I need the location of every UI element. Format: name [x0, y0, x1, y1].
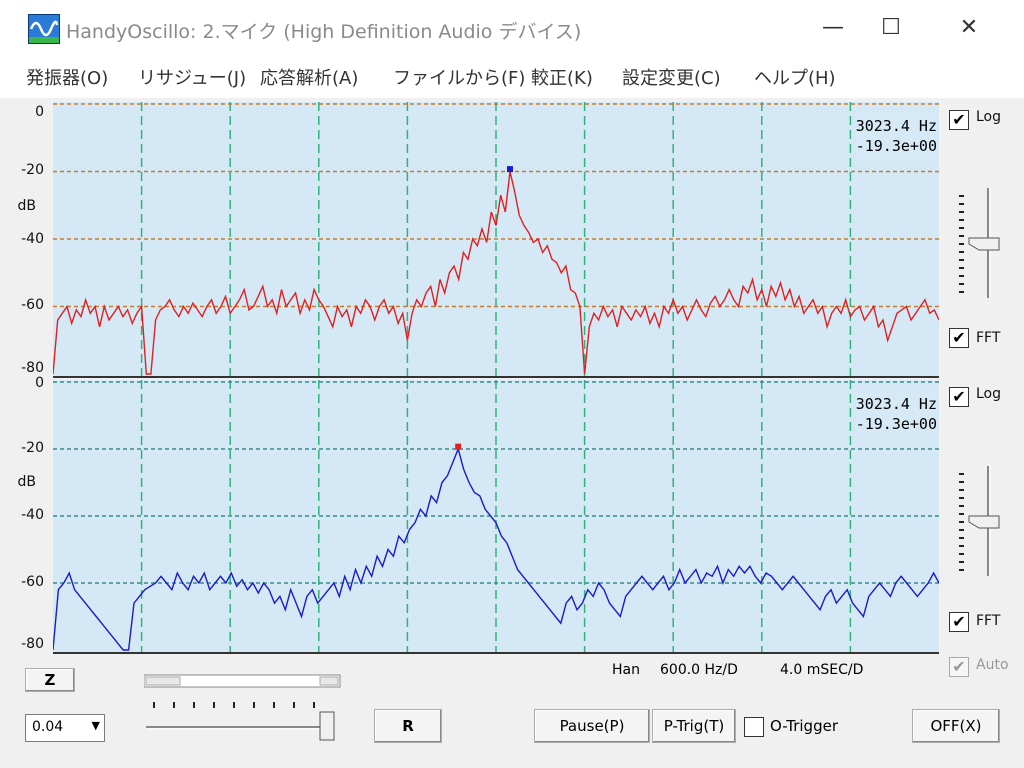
- menu-settings[interactable]: 設定変更(C): [622, 68, 721, 89]
- sample-time-select[interactable]: 0.04 ▼: [25, 714, 105, 742]
- top-spectrum-chart: [53, 102, 939, 378]
- bottom-gain-slider[interactable]: [955, 464, 1005, 584]
- otrigger-label: O-Trigger: [770, 717, 838, 735]
- window-function-label: Han: [612, 662, 640, 678]
- top-readout: 3023.4 Hz -19.3e+00: [855, 116, 937, 156]
- menu-oscillator[interactable]: 発振器(O): [26, 68, 109, 89]
- bottom-fft-label: FFT: [976, 613, 1001, 629]
- title-bar: HandyOscillo: 2.マイク (High Definition Aud…: [0, 0, 1024, 58]
- menu-lissajous[interactable]: リサジュー(J): [138, 68, 247, 89]
- pause-button[interactable]: Pause(P): [534, 709, 650, 743]
- bottom-trace: [53, 446, 939, 651]
- checkmark-icon: ✔: [952, 328, 966, 347]
- reset-button[interactable]: R: [374, 709, 442, 743]
- sample-time-value: 0.04: [32, 719, 64, 735]
- top-gain-slider[interactable]: [955, 186, 1005, 306]
- auto-label: Auto: [976, 657, 1009, 673]
- menu-help[interactable]: ヘルプ(H): [754, 68, 836, 89]
- otrigger-checkbox[interactable]: [744, 717, 764, 737]
- bottom-ytick-40: -40: [21, 507, 44, 523]
- top-unit-label: dB: [17, 198, 37, 214]
- top-readout-freq: 3023.4 Hz: [855, 117, 937, 135]
- top-ytick-40: -40: [21, 231, 44, 247]
- bottom-spectrum-panel[interactable]: 3023.4 Hz -19.3e+00: [53, 380, 939, 654]
- window-title: HandyOscillo: 2.マイク (High Definition Aud…: [66, 21, 582, 43]
- freq-per-div-label: 600.0 Hz/D: [660, 662, 738, 678]
- bottom-log-checkbox[interactable]: ✔: [949, 387, 969, 407]
- bottom-unit-label: dB: [17, 474, 37, 490]
- bottom-ytick-80: -80: [21, 636, 44, 652]
- top-log-checkbox[interactable]: ✔: [949, 110, 969, 130]
- top-ytick-60: -60: [21, 297, 44, 313]
- menu-calibration[interactable]: 較正(K): [531, 68, 593, 89]
- top-readout-level: -19.3e+00: [855, 137, 937, 155]
- top-fft-checkbox[interactable]: ✔: [949, 328, 969, 348]
- chevron-down-icon[interactable]: ▼: [91, 719, 100, 732]
- bottom-spectrum-chart: [53, 380, 939, 654]
- top-ytick-0: 0: [35, 104, 44, 120]
- bottom-fft-checkbox[interactable]: ✔: [949, 612, 969, 632]
- app-icon[interactable]: [28, 14, 60, 44]
- top-trace: [53, 171, 939, 375]
- top-ytick-80: -80: [21, 360, 44, 376]
- horizontal-slider[interactable]: [144, 672, 344, 742]
- bottom-ytick-60: -60: [21, 574, 44, 590]
- off-button[interactable]: OFF(X): [912, 709, 1000, 743]
- ptrig-button[interactable]: P-Trig(T): [652, 709, 736, 743]
- menu-from-file[interactable]: ファイルから(F): [393, 68, 526, 89]
- bottom-readout-level: -19.3e+00: [855, 415, 937, 433]
- minimize-button[interactable]: —: [822, 15, 844, 40]
- bottom-log-label: Log: [976, 386, 1002, 402]
- menu-response-analysis[interactable]: 応答解析(A): [260, 68, 359, 89]
- checkmark-icon: ✔: [952, 387, 966, 406]
- close-button[interactable]: ✕: [959, 15, 979, 40]
- bottom-ytick-20: -20: [21, 440, 44, 456]
- top-ytick-20: -20: [21, 162, 44, 178]
- bottom-peak-marker: [455, 443, 462, 450]
- bottom-readout: 3023.4 Hz -19.3e+00: [855, 394, 937, 434]
- top-peak-marker: [506, 166, 513, 173]
- zoom-button[interactable]: Z: [25, 668, 75, 692]
- top-spectrum-panel[interactable]: 3023.4 Hz -19.3e+00: [53, 102, 939, 378]
- time-per-div-label: 4.0 mSEC/D: [780, 662, 864, 678]
- checkmark-icon: ✔: [952, 110, 966, 129]
- bottom-readout-freq: 3023.4 Hz: [855, 395, 937, 413]
- checkmark-icon: ✔: [952, 657, 966, 676]
- checkmark-icon: ✔: [952, 612, 966, 631]
- auto-checkbox[interactable]: ✔: [949, 657, 969, 677]
- top-log-label: Log: [976, 109, 1002, 125]
- maximize-button[interactable]: ☐: [881, 15, 901, 40]
- menu-bar: 発振器(O) リサジュー(J) 応答解析(A) ファイルから(F) 較正(K) …: [0, 58, 1024, 98]
- top-fft-label: FFT: [976, 330, 1001, 346]
- bottom-ytick-0: 0: [35, 375, 44, 391]
